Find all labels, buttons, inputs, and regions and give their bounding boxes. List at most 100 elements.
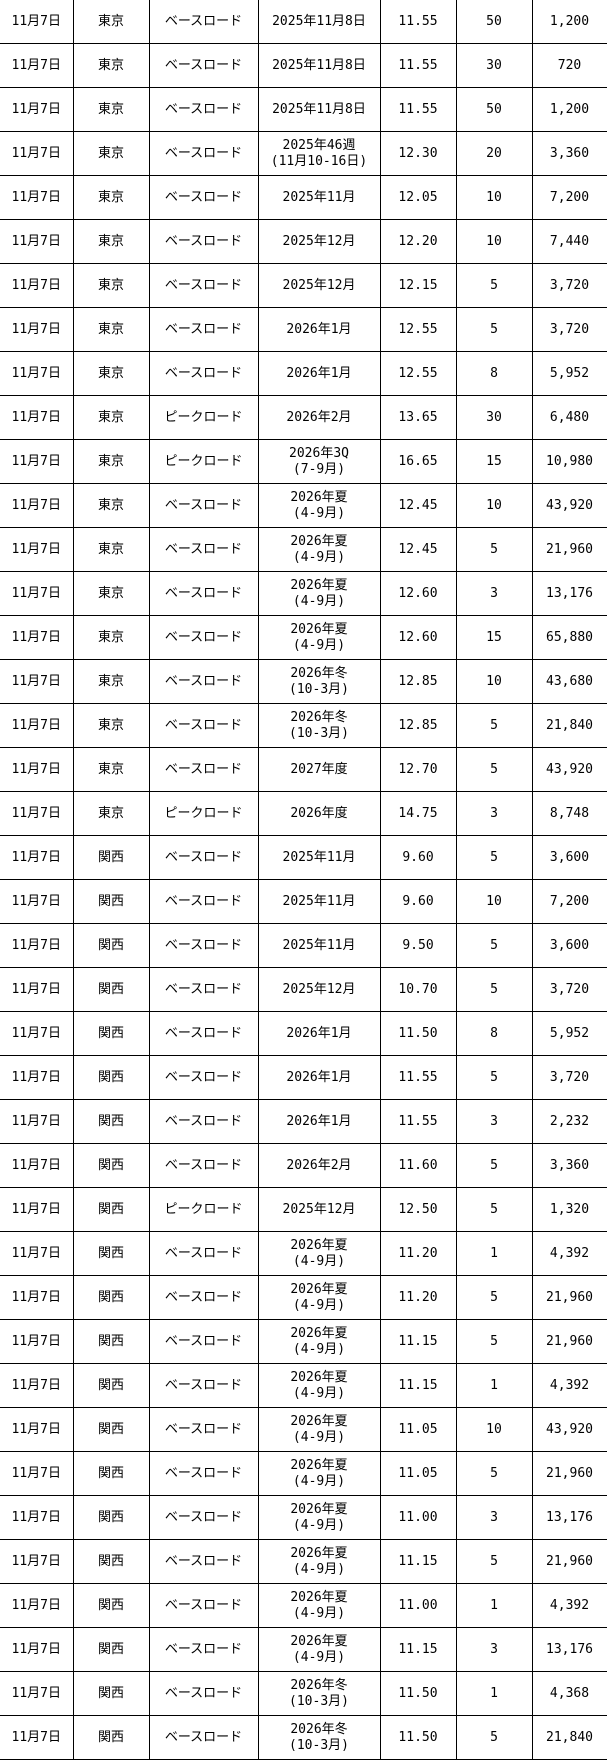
cell-trade-date: 11月7日 (0, 175, 74, 220)
cell-trade-date: 11月7日 (0, 307, 74, 352)
cell-trade-date: 11月7日 (0, 1407, 74, 1452)
table-row: 11月7日 関西 ベースロード 2026年夏 (4-9月) 11.15 5 21,960 (0, 1319, 607, 1364)
table-row: 11月7日 関西 ベースロード 2026年夏 (4-9月) 11.05 10 43,920 (0, 1407, 607, 1452)
cell-delivery-period: 2026年1月 (257, 1099, 381, 1144)
cell-area: 関西 (72, 1099, 150, 1144)
cell-load-type: ピークロード (148, 395, 259, 440)
cell-load-type: ベースロード (148, 835, 259, 880)
cell-quantity: 5 (455, 1715, 533, 1760)
cell-delivery-period: 2026年夏 (4-9月) (257, 1583, 381, 1628)
cell-area: 関西 (72, 1275, 150, 1320)
cell-load-type: ベースロード (148, 0, 259, 44)
cell-volume: 21,960 (531, 1539, 607, 1584)
table-row: 11月7日 東京 ベースロード 2026年夏 (4-9月) 12.45 5 21,960 (0, 527, 607, 572)
cell-load-type: ベースロード (148, 131, 259, 176)
cell-volume: 4,368 (531, 1671, 607, 1716)
cell-price: 11.05 (379, 1407, 457, 1452)
cell-trade-date: 11月7日 (0, 923, 74, 968)
cell-load-type: ベースロード (148, 1055, 259, 1100)
cell-quantity: 10 (455, 1407, 533, 1452)
cell-trade-date: 11月7日 (0, 1143, 74, 1188)
cell-load-type: ベースロード (148, 1407, 259, 1452)
cell-price: 12.85 (379, 703, 457, 748)
table-row: 11月7日 関西 ピークロード 2025年12月 12.50 5 1,320 (0, 1187, 607, 1232)
cell-price: 13.65 (379, 395, 457, 440)
cell-area: 関西 (72, 1231, 150, 1276)
cell-price: 12.45 (379, 483, 457, 528)
cell-load-type: ベースロード (148, 1363, 259, 1408)
cell-quantity: 10 (455, 879, 533, 924)
cell-quantity: 1 (455, 1671, 533, 1716)
cell-volume: 21,960 (531, 527, 607, 572)
cell-quantity: 5 (455, 703, 533, 748)
cell-volume: 21,840 (531, 1715, 607, 1760)
cell-quantity: 5 (455, 307, 533, 352)
cell-volume: 65,880 (531, 615, 607, 660)
table-row: 11月7日 関西 ベースロード 2026年夏 (4-9月) 11.20 1 4,392 (0, 1231, 607, 1276)
cell-volume: 3,360 (531, 1143, 607, 1188)
cell-price: 11.50 (379, 1715, 457, 1760)
cell-price: 11.50 (379, 1671, 457, 1716)
cell-area: 東京 (72, 439, 150, 484)
cell-quantity: 1 (455, 1583, 533, 1628)
table-row: 11月7日 東京 ベースロード 2025年11月 12.05 10 7,200 (0, 175, 607, 220)
cell-quantity: 15 (455, 615, 533, 660)
table-row: 11月7日 関西 ベースロード 2026年冬 (10-3月) 11.50 1 4,368 (0, 1671, 607, 1716)
cell-delivery-period: 2026年冬 (10-3月) (257, 1671, 381, 1716)
cell-trade-date: 11月7日 (0, 1539, 74, 1584)
cell-area: 東京 (72, 175, 150, 220)
cell-load-type: ベースロード (148, 923, 259, 968)
cell-quantity: 5 (455, 747, 533, 792)
cell-load-type: ピークロード (148, 1187, 259, 1232)
cell-trade-date: 11月7日 (0, 791, 74, 836)
cell-area: 関西 (72, 1627, 150, 1672)
cell-delivery-period: 2025年12月 (257, 263, 381, 308)
cell-trade-date: 11月7日 (0, 967, 74, 1012)
cell-area: 関西 (72, 1671, 150, 1716)
cell-area: 東京 (72, 131, 150, 176)
cell-delivery-period: 2026年夏 (4-9月) (257, 1495, 381, 1540)
cell-delivery-period: 2025年12月 (257, 1187, 381, 1232)
cell-volume: 7,440 (531, 219, 607, 264)
cell-volume: 43,680 (531, 659, 607, 704)
cell-area: 関西 (72, 1451, 150, 1496)
table-row: 11月7日 関西 ベースロード 2026年夏 (4-9月) 11.15 5 21,960 (0, 1539, 607, 1584)
cell-load-type: ベースロード (148, 1583, 259, 1628)
cell-volume: 5,952 (531, 351, 607, 396)
cell-trade-date: 11月7日 (0, 527, 74, 572)
cell-volume: 3,600 (531, 835, 607, 880)
table-row: 11月7日 東京 ベースロード 2025年11月8日 11.55 30 720 (0, 43, 607, 88)
cell-volume: 43,920 (531, 747, 607, 792)
cell-volume: 6,480 (531, 395, 607, 440)
cell-trade-date: 11月7日 (0, 263, 74, 308)
cell-delivery-period: 2026年夏 (4-9月) (257, 1231, 381, 1276)
cell-delivery-period: 2025年11月8日 (257, 43, 381, 88)
cell-quantity: 3 (455, 1099, 533, 1144)
cell-delivery-period: 2025年11月 (257, 879, 381, 924)
cell-load-type: ベースロード (148, 219, 259, 264)
cell-quantity: 50 (455, 87, 533, 132)
cell-delivery-period: 2026年夏 (4-9月) (257, 1627, 381, 1672)
cell-load-type: ベースロード (148, 1099, 259, 1144)
cell-trade-date: 11月7日 (0, 1275, 74, 1320)
cell-volume: 1,200 (531, 87, 607, 132)
cell-area: 関西 (72, 1363, 150, 1408)
cell-delivery-period: 2026年1月 (257, 307, 381, 352)
cell-price: 11.15 (379, 1363, 457, 1408)
cell-delivery-period: 2025年11月 (257, 835, 381, 880)
cell-volume: 3,720 (531, 1055, 607, 1100)
cell-price: 11.55 (379, 1099, 457, 1144)
table-row: 11月7日 関西 ベースロード 2026年冬 (10-3月) 11.50 5 21,840 (0, 1715, 607, 1760)
cell-quantity: 5 (455, 1539, 533, 1584)
cell-load-type: ベースロード (148, 527, 259, 572)
cell-volume: 3,720 (531, 307, 607, 352)
table-row: 11月7日 東京 ベースロード 2027年度 12.70 5 43,920 (0, 747, 607, 792)
cell-trade-date: 11月7日 (0, 395, 74, 440)
cell-trade-date: 11月7日 (0, 1187, 74, 1232)
cell-quantity: 5 (455, 1055, 533, 1100)
cell-quantity: 30 (455, 43, 533, 88)
cell-load-type: ピークロード (148, 791, 259, 836)
cell-volume: 5,952 (531, 1011, 607, 1056)
cell-trade-date: 11月7日 (0, 659, 74, 704)
